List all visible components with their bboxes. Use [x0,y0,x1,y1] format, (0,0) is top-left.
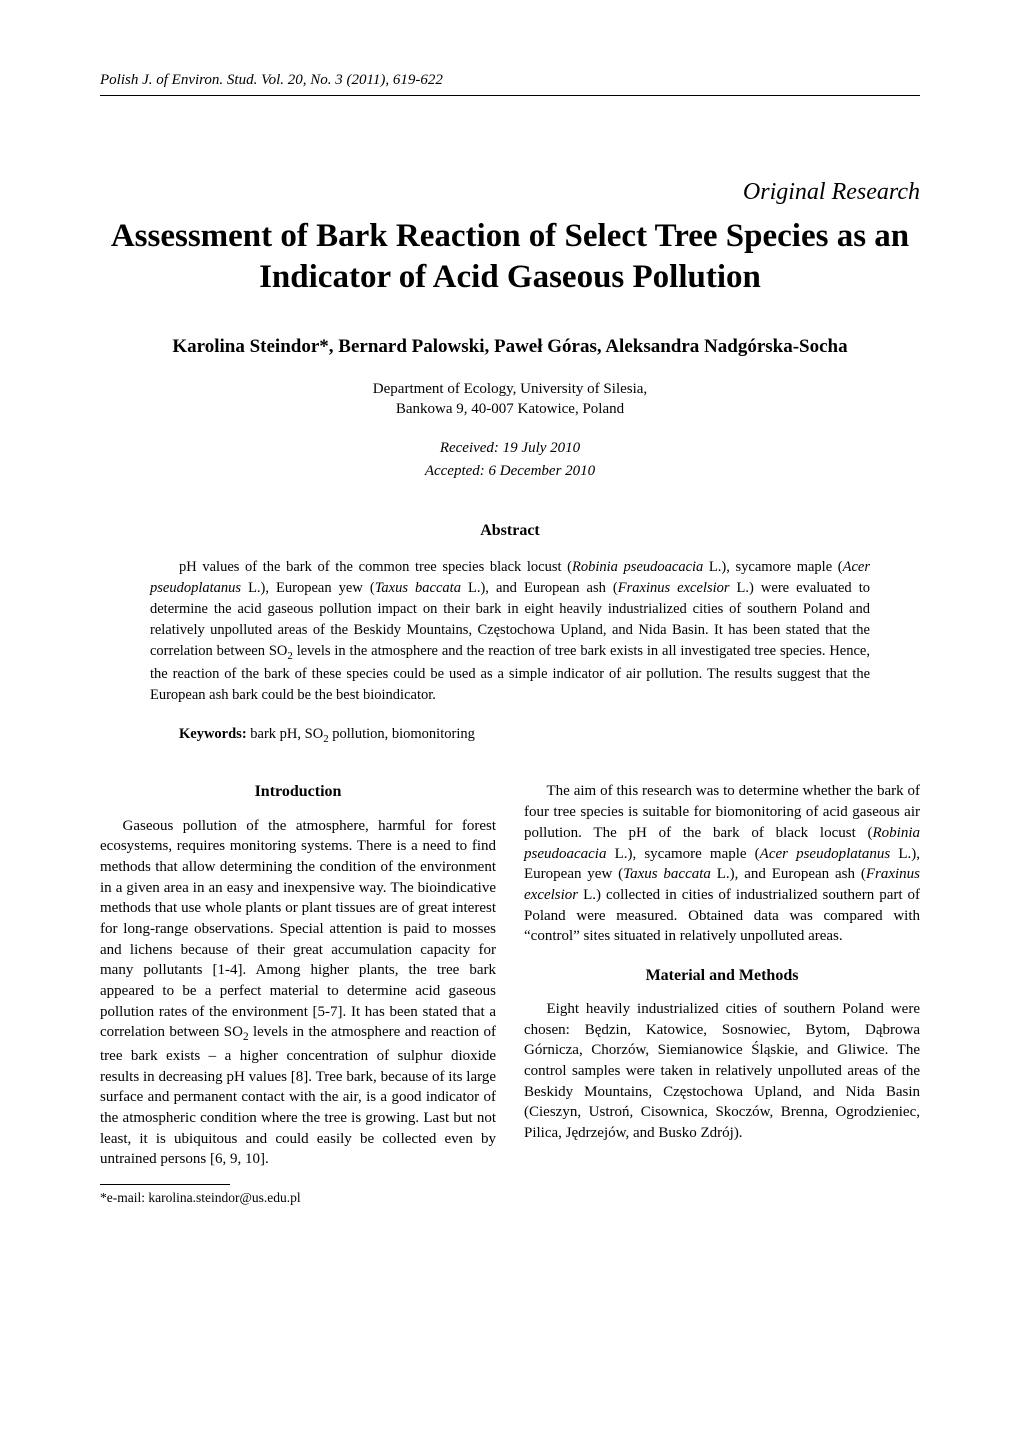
keywords-text: bark pH, SO2 pollution, biomonitoring [247,726,475,742]
affiliation-line: Bankowa 9, 40-007 Katowice, Poland [396,401,624,417]
dates-block: Received: 19 July 2010 Accepted: 6 Decem… [100,437,920,482]
running-header: Polish J. of Environ. Stud. Vol. 20, No.… [100,70,920,96]
right-column: The aim of this research was to determin… [524,781,920,1207]
keywords-line: Keywords: bark pH, SO2 pollution, biomon… [100,724,920,747]
methods-paragraph: Eight heavily industrialized cities of s… [524,999,920,1144]
keywords-label: Keywords: [179,726,247,742]
introduction-paragraph: The aim of this research was to determin… [524,781,920,947]
affiliation-block: Department of Ecology, University of Sil… [100,379,920,420]
abstract-body: pH values of the bark of the common tree… [100,557,920,707]
introduction-heading: Introduction [100,781,496,803]
corresponding-author-footnote: *e-mail: karolina.steindor@us.edu.pl [100,1189,496,1208]
methods-heading: Material and Methods [524,965,920,987]
left-column: Introduction Gaseous pollution of the at… [100,781,496,1207]
affiliation-line: Department of Ecology, University of Sil… [373,381,647,397]
author-list: Karolina Steindor*, Bernard Palowski, Pa… [100,334,920,361]
two-column-body: Introduction Gaseous pollution of the at… [100,781,920,1207]
introduction-paragraph: Gaseous pollution of the atmosphere, har… [100,816,496,1171]
received-date: Received: 19 July 2010 [440,440,580,456]
article-title: Assessment of Bark Reaction of Select Tr… [100,216,920,299]
footnote-rule [100,1184,230,1185]
abstract-heading: Abstract [100,520,920,542]
article-category: Original Research [100,176,920,210]
accepted-date: Accepted: 6 December 2010 [425,463,595,479]
